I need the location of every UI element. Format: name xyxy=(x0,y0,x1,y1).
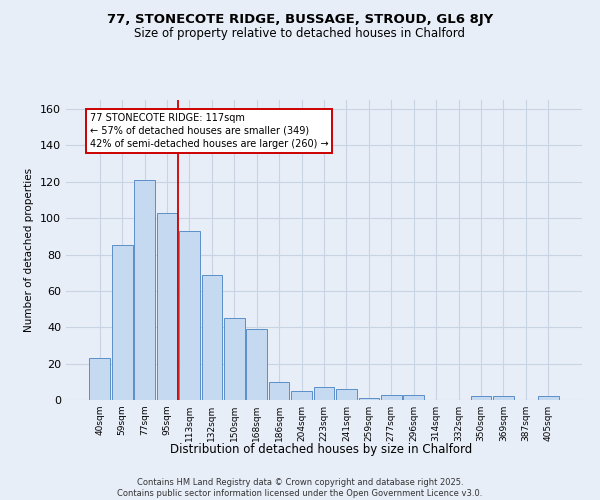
Text: Size of property relative to detached houses in Chalford: Size of property relative to detached ho… xyxy=(134,28,466,40)
Bar xyxy=(403,394,424,400)
Text: 77, STONECOTE RIDGE, BUSSAGE, STROUD, GL6 8JY: 77, STONECOTE RIDGE, BUSSAGE, STROUD, GL… xyxy=(107,12,493,26)
Bar xyxy=(89,358,110,400)
Bar xyxy=(247,329,267,400)
Bar xyxy=(202,274,222,400)
Bar xyxy=(470,396,491,400)
Text: Contains HM Land Registry data © Crown copyright and database right 2025.
Contai: Contains HM Land Registry data © Crown c… xyxy=(118,478,482,498)
Text: 77 STONECOTE RIDGE: 117sqm
← 57% of detached houses are smaller (349)
42% of sem: 77 STONECOTE RIDGE: 117sqm ← 57% of deta… xyxy=(89,112,328,149)
Bar xyxy=(359,398,379,400)
Bar xyxy=(538,396,559,400)
Y-axis label: Number of detached properties: Number of detached properties xyxy=(25,168,34,332)
Bar xyxy=(381,394,401,400)
Bar xyxy=(179,231,200,400)
Bar xyxy=(314,388,334,400)
Bar xyxy=(336,389,357,400)
Bar xyxy=(112,246,133,400)
Bar xyxy=(134,180,155,400)
Text: Distribution of detached houses by size in Chalford: Distribution of detached houses by size … xyxy=(170,442,472,456)
Bar xyxy=(291,391,312,400)
Bar xyxy=(224,318,245,400)
Bar xyxy=(493,396,514,400)
Bar xyxy=(157,212,178,400)
Bar xyxy=(269,382,289,400)
